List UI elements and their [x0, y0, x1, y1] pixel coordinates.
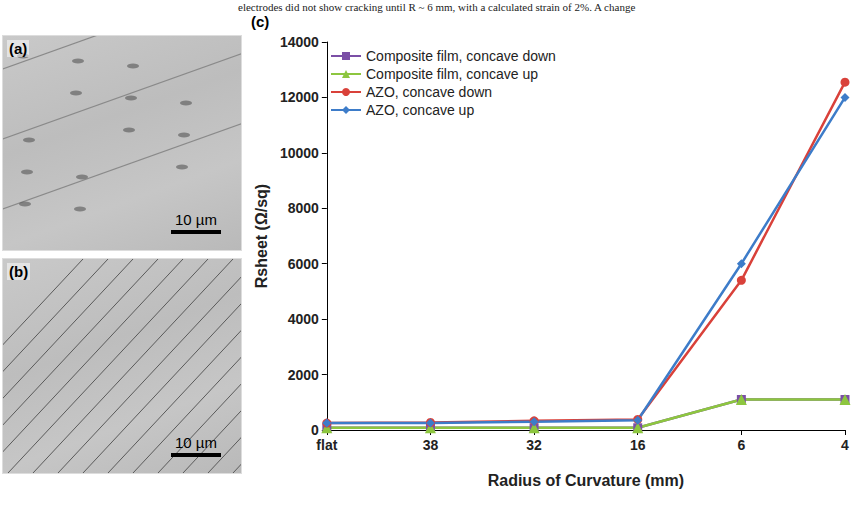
html-text:electrodes did not show cracki: electrodes did not show cracking until R… [238, 1, 636, 13]
svg-text:6: 6 [737, 437, 745, 453]
svg-text:12000: 12000 [280, 89, 319, 105]
html-text:10 µm: 10 µm [175, 434, 217, 451]
svg-text:AZO, concave up: AZO, concave up [366, 102, 474, 118]
svg-text:8000: 8000 [288, 200, 319, 216]
svg-text:Rsheet (Ω/sq): Rsheet (Ω/sq) [253, 184, 270, 288]
svg-text:10000: 10000 [280, 145, 319, 161]
html-text:10 µm: 10 µm [175, 211, 217, 228]
svg-text:32: 32 [526, 437, 542, 453]
svg-text:Composite film, concave down: Composite film, concave down [366, 48, 556, 64]
svg-text:6000: 6000 [288, 256, 319, 272]
svg-text:(c): (c) [251, 13, 269, 30]
svg-text:2000: 2000 [288, 367, 319, 383]
svg-text:38: 38 [423, 437, 439, 453]
svg-text:flat: flat [316, 437, 337, 453]
svg-text:AZO, concave down: AZO, concave down [366, 84, 492, 100]
html-text:(a): (a) [9, 40, 28, 57]
html-text:(b): (b) [9, 263, 29, 280]
svg-text:14000: 14000 [280, 34, 319, 50]
svg-text:0: 0 [311, 422, 319, 438]
svg-text:Radius of Curvature (mm): Radius of Curvature (mm) [488, 472, 684, 489]
svg-text:4000: 4000 [288, 311, 319, 327]
svg-text:16: 16 [630, 437, 646, 453]
svg-text:4: 4 [841, 437, 849, 453]
svg-text:Composite film, concave up: Composite film, concave up [366, 66, 538, 82]
